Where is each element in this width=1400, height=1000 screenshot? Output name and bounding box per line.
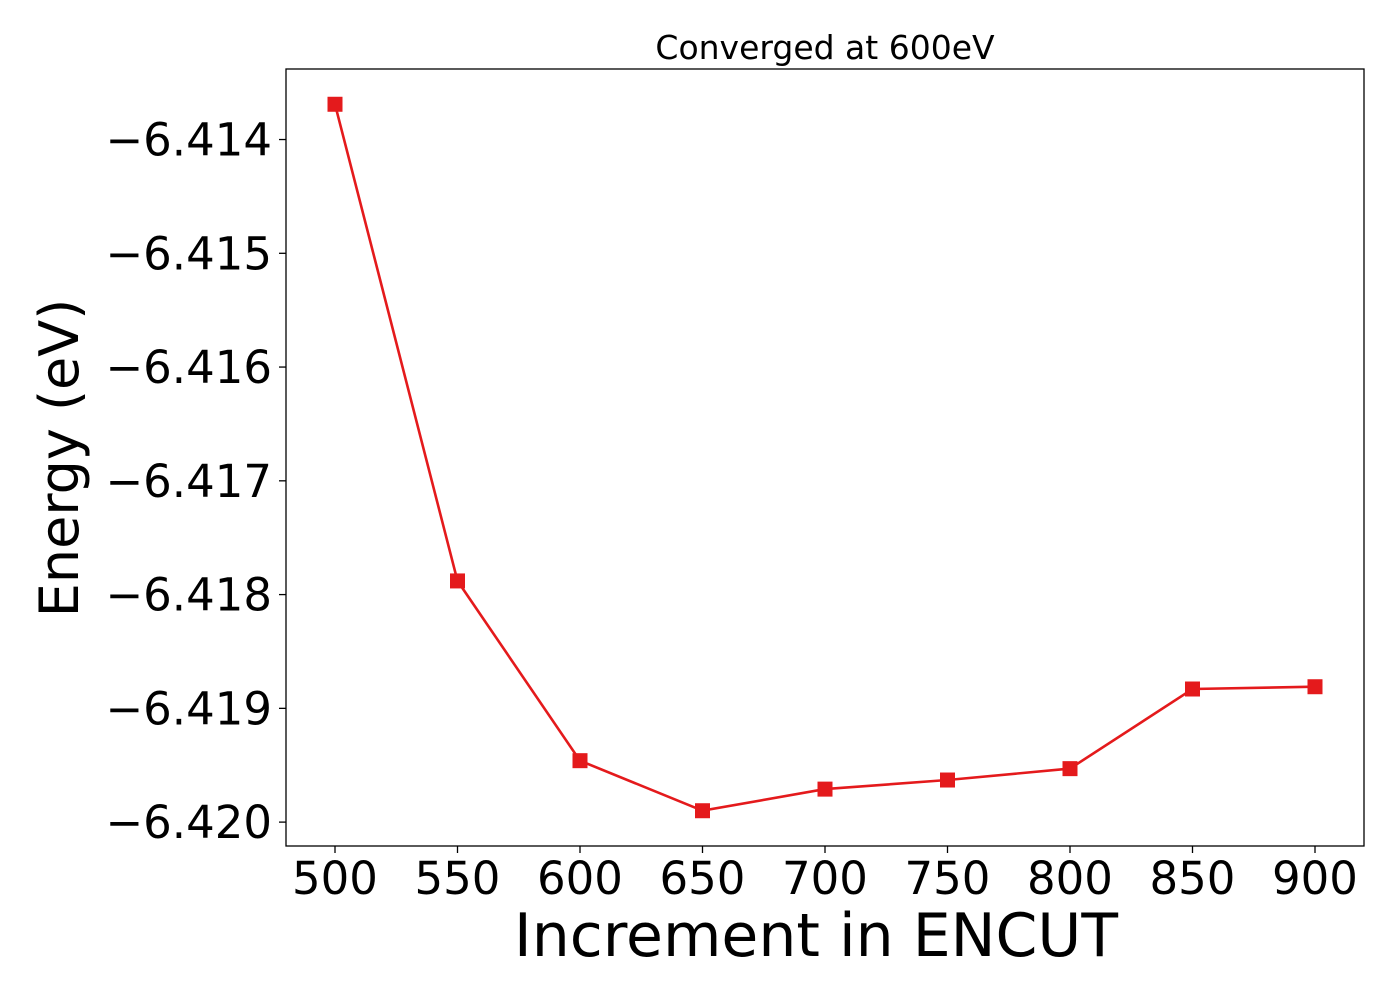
- y-tick-label: −6.418: [105, 569, 272, 622]
- x-tick-label: 900: [1272, 852, 1358, 905]
- plot-frame: [285, 68, 1365, 847]
- x-axis-label: Increment in ENCUT: [514, 901, 1118, 971]
- axis-ticks: 500 550 600 650 700 750 800 850 900 −6.414 −6.415 −…: [105, 114, 1357, 905]
- data-point-marker: [1062, 761, 1078, 777]
- data-point-marker: [1185, 681, 1200, 697]
- x-tick-label: 500: [292, 852, 378, 905]
- y-axis-label: Energy (eV): [28, 299, 91, 618]
- x-tick-label: 700: [782, 852, 868, 905]
- data-point-marker: [572, 753, 588, 769]
- x-tick-label: 550: [415, 852, 501, 905]
- y-tick-label: −6.414: [105, 114, 272, 167]
- y-tick-label: −6.420: [105, 796, 272, 849]
- y-tick-label: −6.415: [105, 227, 272, 280]
- y-tick-label: −6.416: [105, 341, 272, 394]
- y-tick-label: −6.419: [105, 682, 272, 735]
- data-point-marker: [695, 803, 710, 819]
- chart-title: Converged at 600eV: [655, 28, 995, 67]
- series-group: [327, 96, 1323, 819]
- x-tick-label: 750: [905, 852, 991, 905]
- series-line: [333, 103, 1316, 813]
- x-tick-label: 600: [537, 852, 623, 905]
- data-point-marker: [327, 96, 343, 112]
- x-tick-label: 650: [660, 852, 746, 905]
- data-point-marker: [1307, 679, 1323, 695]
- x-tick-label: 800: [1027, 852, 1113, 905]
- data-point-marker: [940, 772, 955, 788]
- y-tick-label: −6.417: [105, 455, 272, 508]
- data-point-marker: [817, 781, 833, 797]
- x-tick-label: 850: [1150, 852, 1236, 905]
- data-point-marker: [450, 573, 465, 589]
